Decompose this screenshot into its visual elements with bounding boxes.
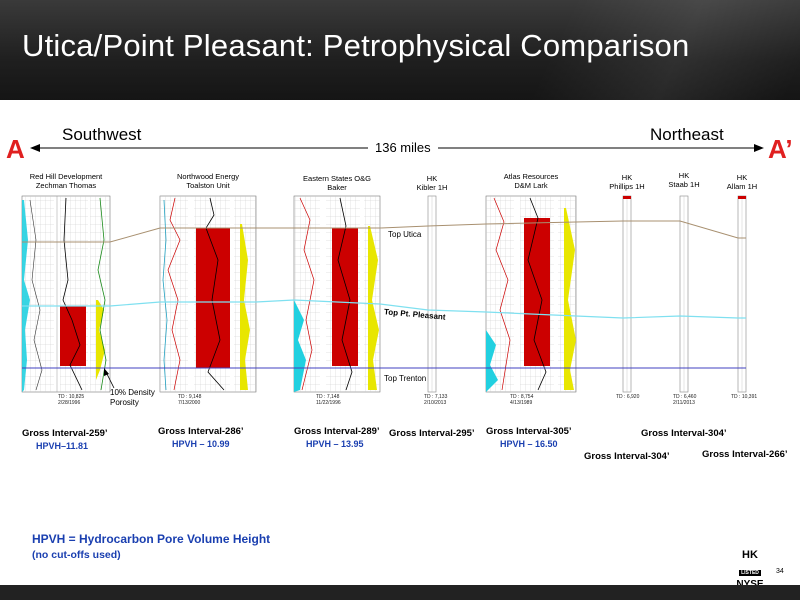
hpvh-legend-note: (no cut-offs used)	[32, 549, 121, 561]
gross-interval-baker: Gross Interval-289’	[294, 426, 380, 437]
well-name-kibler-1h: HK Kibler 1H	[416, 174, 448, 192]
well-log-baker	[293, 195, 381, 393]
td-kibler-1h: TD : 7,133 2/10/2013	[424, 394, 448, 406]
page-title: Utica/Point Pleasant: Petrophysical Comp…	[22, 28, 690, 63]
td-baker: TD : 7,148 11/22/1996	[316, 394, 341, 406]
well-name-allam-1h: HK Allam 1H	[726, 173, 758, 191]
arrow-right-icon	[438, 144, 764, 152]
well-log-dm-lark	[485, 195, 577, 393]
hpvh-zechman-thomas: HPVH–11.81	[36, 441, 89, 451]
gross-interval-allam-1h: Gross Interval-266’	[702, 449, 788, 460]
marker-top-utica: Top Utica	[388, 230, 422, 239]
cross-section-start-label: A	[6, 134, 25, 164]
well-name-baker: Eastern States O&G Baker	[303, 174, 371, 192]
top-utica-line	[22, 220, 746, 243]
well-log-kibler-1h	[427, 195, 437, 393]
page-number: 34	[776, 568, 784, 575]
arrow-left-icon	[30, 144, 368, 152]
td-allam-1h: TD : 10,391	[731, 394, 758, 400]
td-phillips-1h: TD : 6,920	[616, 394, 640, 400]
northeast-label: Northeast	[650, 125, 724, 144]
southwest-label: Southwest	[62, 125, 142, 144]
gross-interval-staab-1h: Gross Interval-304’	[641, 428, 727, 439]
well-log-staab-1h	[679, 195, 689, 393]
well-name-toalston-unit: Northwood Energy Toalston Unit	[176, 172, 240, 190]
hk-nyse-logo: HK LISTED NYSE	[736, 549, 763, 591]
well-name-zechman-thomas: Red Hill Development Zechman Thomas	[29, 172, 103, 190]
well-log-zechman-thomas	[21, 195, 111, 393]
well-log-allam-1h	[737, 195, 747, 393]
distance-label: 136 miles	[372, 140, 434, 155]
td-toalston-unit: TD : 9,148 7/13/2000	[178, 394, 202, 406]
hpvh-legend: HPVH = Hydrocarbon Pore Volume Height	[32, 532, 271, 546]
density-porosity-annotation: 10% Density Porosity	[110, 388, 155, 407]
marker-top-trenton: Top Trenton	[384, 374, 427, 383]
hpvh-toalston-unit: HPVH – 10.99	[172, 439, 230, 449]
well-name-staab-1h: HK Staab 1H	[668, 171, 700, 189]
well-name-phillips-1h: HK Phillips 1H	[609, 173, 645, 191]
hpvh-dm-lark: HPVH – 16.50	[500, 439, 558, 449]
gross-interval-zechman-thomas: Gross Interval-259’	[22, 428, 108, 439]
title-bar: Utica/Point Pleasant: Petrophysical Comp…	[0, 0, 800, 100]
well-log-phillips-1h	[622, 195, 632, 393]
hpvh-baker: HPVH – 13.95	[306, 439, 364, 449]
gross-interval-phillips-1h: Gross Interval-304’	[584, 451, 670, 462]
td-zechman-thomas: TD : 10,825 2/28/1996	[58, 394, 85, 406]
marker-top-pt-pleasant: Top Pt. Pleasant	[383, 307, 446, 322]
well-name-dm-lark: Atlas Resources D&M Lark	[503, 172, 559, 190]
td-staab-1h: TD : 6,460 2/11/2013	[673, 394, 697, 406]
footer-bar	[0, 585, 800, 600]
cross-section-end-label: A’	[768, 134, 793, 164]
gross-interval-toalston-unit: Gross Interval-286’	[158, 426, 244, 437]
td-dm-lark: TD : 8,754 4/13/1989	[510, 394, 534, 406]
gross-interval-dm-lark: Gross Interval-305’	[486, 426, 572, 437]
well-log-toalston-unit	[159, 195, 257, 393]
gross-interval-kibler-1h: Gross Interval-295’	[389, 428, 475, 439]
